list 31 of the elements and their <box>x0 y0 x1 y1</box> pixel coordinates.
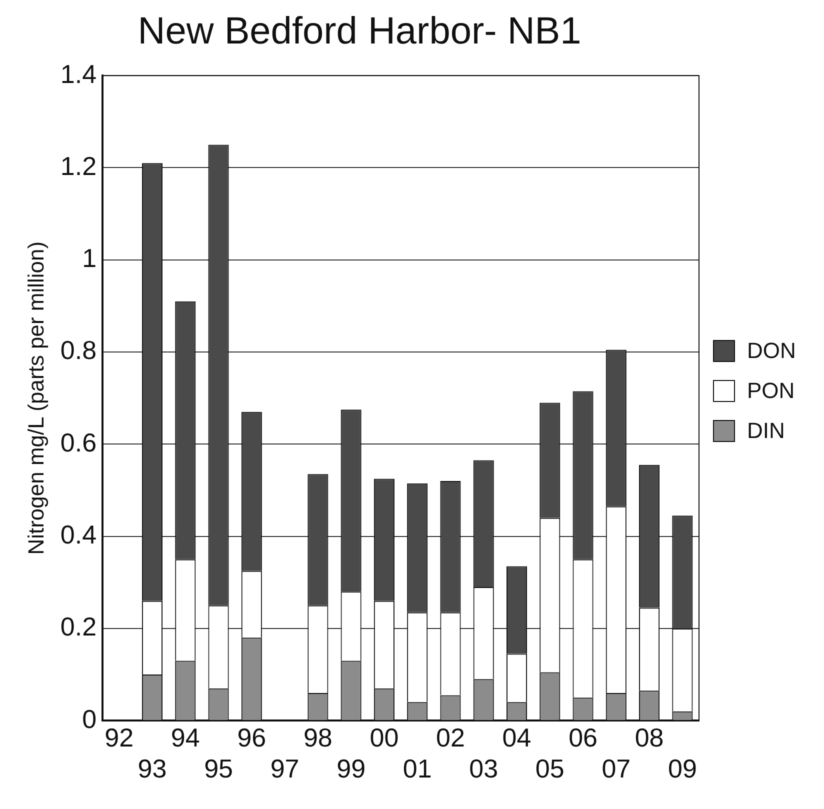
y-tick-label: 1 <box>82 243 97 274</box>
x-tick-label: 92 <box>104 722 134 752</box>
y-tick-label: 0.8 <box>60 335 97 366</box>
legend-label: DIN <box>747 418 785 444</box>
x-tick-label: 01 <box>402 754 432 784</box>
text: PON <box>747 378 795 404</box>
legend-label: DON <box>747 338 796 364</box>
y-tick-label: 1.4 <box>60 58 97 89</box>
chart-title: New Bedford Harbor- NB1 <box>138 10 582 52</box>
x-tick-label: 96 <box>237 722 266 752</box>
x-tick-label: 06 <box>568 722 598 752</box>
x-tick-label: 03 <box>469 754 498 784</box>
x-tick-label: 98 <box>303 722 332 752</box>
y-tick-label: 0.6 <box>60 427 97 458</box>
y-axis-title: Nitrogen mg/L (parts per million) <box>23 241 48 555</box>
y-tick-label: 0 <box>82 704 97 734</box>
x-tick-label: 00 <box>370 722 399 752</box>
y-tick-label: 0.4 <box>60 519 97 550</box>
x-tick-label: 94 <box>170 722 200 752</box>
x-tick-label: 99 <box>336 754 366 784</box>
x-tick-label: 05 <box>535 754 564 784</box>
y-tick-label: 1.2 <box>60 150 97 181</box>
y-tick-label: 0.2 <box>60 612 97 642</box>
x-tick-label: 09 <box>668 754 697 784</box>
x-tick-label: 04 <box>502 722 532 752</box>
x-tick-label: 08 <box>634 722 664 752</box>
x-tick-label: 97 <box>270 754 300 784</box>
x-tick-label: 95 <box>204 754 233 784</box>
x-tick-label: 07 <box>602 754 631 784</box>
x-tick-label: 93 <box>138 754 167 784</box>
x-tick-label: 02 <box>436 722 465 752</box>
